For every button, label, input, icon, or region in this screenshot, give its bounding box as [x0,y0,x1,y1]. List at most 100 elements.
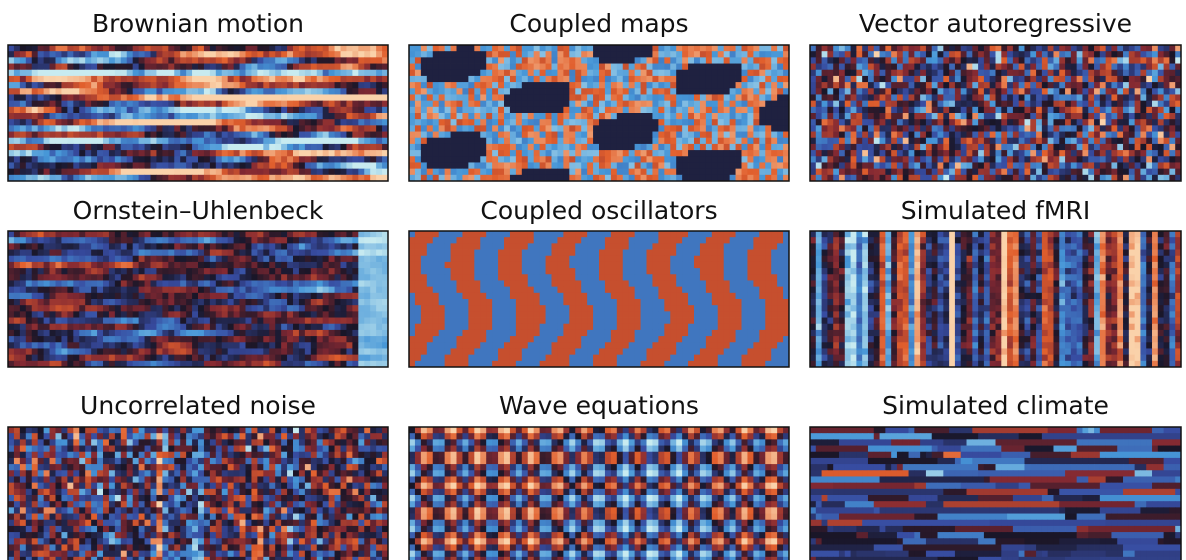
pixel [839,144,845,151]
pixel [186,169,192,176]
pixel [510,70,516,77]
pixel [364,293,370,300]
pixel [335,88,341,95]
pixel [376,144,382,151]
pixel [222,64,228,71]
pixel [903,132,909,139]
pixel [198,64,204,71]
pixel [996,162,1002,169]
pixel [216,119,222,126]
pixel [641,169,647,176]
pixel [1146,169,1152,176]
pixel [581,156,587,163]
pixel [26,45,32,52]
pixel [581,107,587,114]
pixel [652,51,658,58]
pixel [451,119,457,126]
pixel [522,101,528,108]
pixel [346,107,352,114]
pixel [1117,113,1123,120]
pixel [433,45,439,52]
pixel [682,162,688,169]
pixel [742,107,748,114]
pixel [204,231,210,238]
pixel [97,156,103,163]
pixel [700,169,706,176]
pixel [79,45,85,52]
pixel [103,243,109,250]
pixel [38,64,44,71]
pixel [192,76,198,83]
pixel [1053,156,1059,163]
pixel [180,45,186,52]
pixel [216,138,222,145]
pixel [192,237,198,244]
pixel [145,256,151,263]
pixel [180,256,186,263]
pixel [891,57,897,64]
pixel [145,287,151,294]
pixel [1158,162,1164,169]
pixel [61,107,67,114]
pixel [480,169,486,176]
pixel [234,125,240,132]
pixel [61,150,67,157]
pixel [528,144,534,151]
pixel [427,51,433,58]
pixel [581,125,587,132]
pixel [174,280,180,287]
pixel [1169,125,1175,132]
pixel [932,107,938,114]
pixel [462,150,468,157]
pixel [822,94,828,101]
pixel [251,231,257,238]
pixel [341,150,347,157]
pixel [462,113,468,120]
pixel [1042,64,1048,71]
pixel [8,51,14,58]
pixel [445,132,451,139]
pixel [581,82,587,89]
pixel [168,262,174,269]
pixel [593,51,599,58]
pixel [599,70,605,77]
pixel [1053,132,1059,139]
pixel [263,101,269,108]
pixel [652,45,658,52]
pixel [718,156,724,163]
pixel [352,132,358,139]
pixel [897,119,903,126]
pixel [323,57,329,64]
pixel [557,94,563,101]
pixel [293,82,299,89]
pixel [909,57,915,64]
pixel [26,113,32,120]
pixel [903,144,909,151]
pixel [61,125,67,132]
pixel [718,101,724,108]
pixel [771,162,777,169]
pixel [759,132,765,139]
pixel [682,156,688,163]
pixel [240,268,246,275]
pixel [885,119,891,126]
pixel [240,132,246,139]
pixel [510,64,516,71]
pixel [522,57,528,64]
pixel [1048,101,1054,108]
pixel [186,231,192,238]
pixel [174,132,180,139]
pixel [228,94,234,101]
pixel [139,64,145,71]
pixel [139,125,145,132]
pixel [192,150,198,157]
pixel [433,82,439,89]
pixel [712,101,718,108]
pixel [1129,70,1135,77]
pixel [569,150,575,157]
pixel [139,88,145,95]
pixel [753,150,759,157]
pixel [984,169,990,176]
pixel [670,64,676,71]
pixel [263,274,269,281]
